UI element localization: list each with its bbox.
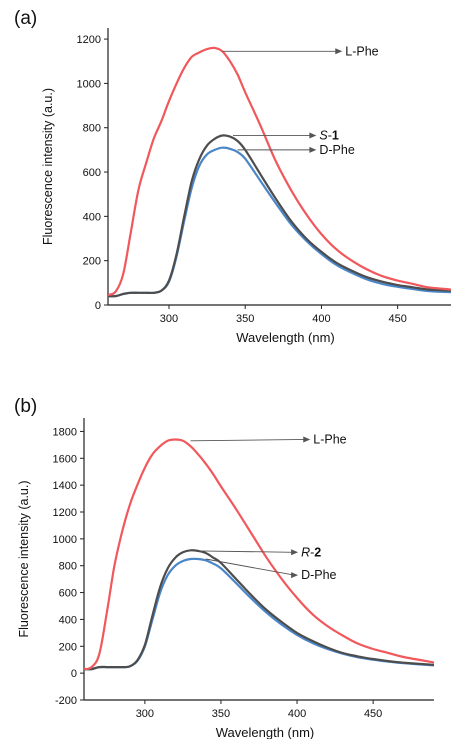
chart-1-y-tick-label: 800: [59, 561, 77, 573]
panel-label-a: (a): [14, 8, 38, 29]
chart-1-annotation-label: R-2: [301, 545, 321, 559]
chart-1-series-l-phe-line: [84, 438, 434, 671]
chart-1-y-tick-label: 200: [59, 641, 77, 653]
chart-0-annotation-label: L-Phe: [345, 44, 378, 58]
chart-0-x-tick-label: 450: [388, 313, 406, 325]
chart-0-y-tick-label: 800: [83, 123, 101, 135]
chart-0-annotation-label: S-1: [319, 128, 339, 142]
chart-1-series-d-phe-line: [84, 557, 434, 671]
chart-1-y-tick-label: 1600: [53, 453, 77, 465]
chart-1-x-tick-label: 450: [364, 708, 382, 720]
chart-1-y-tick-label: 400: [59, 614, 77, 626]
chart-1-y-tick-label: 1800: [53, 426, 77, 438]
chart-1-x-tick-label: 400: [288, 708, 306, 720]
chart-0-y-tick-label: 400: [83, 211, 101, 223]
chart-panel-b: (b) -200 0 200 400 600 800 1000 1200 1400 1600 180…: [0, 370, 451, 739]
chart-0-series-l-phe-line: [108, 46, 451, 297]
chart-1-x-tick-label: 350: [212, 708, 230, 720]
chart-0-x-tick-label: 350: [236, 313, 254, 325]
chart-0-series-s-1-line: [108, 134, 451, 298]
chart-0-y-tick-label: 200: [83, 256, 101, 268]
chart-1-x-axis-label: Wavelength (nm): [216, 725, 315, 739]
chart-1-y-tick-label: 0: [71, 668, 77, 680]
chart-b-svg: -200 0 200 400 600 800 1000 1200 1400 1600 1800 300…: [17, 418, 434, 739]
chart-0-annotation-arrowhead: [309, 132, 317, 139]
chart-0-y-tick-label: 1000: [77, 78, 101, 90]
chart-0-annotation-arrowhead: [335, 48, 343, 55]
chart-1-annotation-arrowhead: [303, 436, 311, 443]
chart-1-annotation-leader: [205, 558, 295, 576]
chart-1-annotation-label: L-Phe: [313, 432, 346, 446]
chart-1-y-tick-label: 1000: [53, 534, 77, 546]
chart-a-svg: 0 200 400 600 800 1000 1200 300 350 400 450 Wavelen…: [41, 28, 451, 345]
chart-panel-a: (a) 0 200 400 600 800 1000 1200 300 350 400 450 Wav…: [14, 8, 451, 345]
chart-1-y-axis-label: Fluorescence intensity (a.u.): [17, 480, 31, 637]
chart-1-x-tick-label: 300: [136, 708, 154, 720]
chart-1-annotation-arrowhead: [291, 549, 299, 556]
chart-1-annotation-leader: [198, 550, 295, 553]
chart-1-y-tick-label: 600: [59, 588, 77, 600]
chart-0-y-axis-label: Fluorescence intensity (a.u.): [41, 88, 55, 245]
chart-1-annotation-arrowhead: [291, 572, 299, 579]
chart-1-y-tick-label: -200: [55, 695, 77, 707]
panel-label-b: (b): [14, 396, 38, 417]
chart-0-x-tick-label: 300: [160, 313, 178, 325]
chart-0-y-tick-label: 600: [83, 167, 101, 179]
chart-0-x-tick-label: 400: [312, 313, 330, 325]
chart-0-annotation-label: D-Phe: [319, 143, 354, 157]
chart-0-annotation-arrowhead: [309, 146, 317, 153]
chart-0-y-tick-label: 0: [95, 300, 101, 312]
chart-0-x-axis-label: Wavelength (nm): [236, 330, 335, 345]
chart-0-y-tick-label: 1200: [77, 34, 101, 46]
chart-1-annotation-label: D-Phe: [301, 568, 336, 582]
chart-1-series-r-2-line: [84, 549, 434, 671]
chart-1-y-tick-label: 1400: [53, 480, 77, 492]
chart-1-y-tick-label: 1200: [53, 507, 77, 519]
chart-1-annotation-leader: [190, 439, 307, 442]
